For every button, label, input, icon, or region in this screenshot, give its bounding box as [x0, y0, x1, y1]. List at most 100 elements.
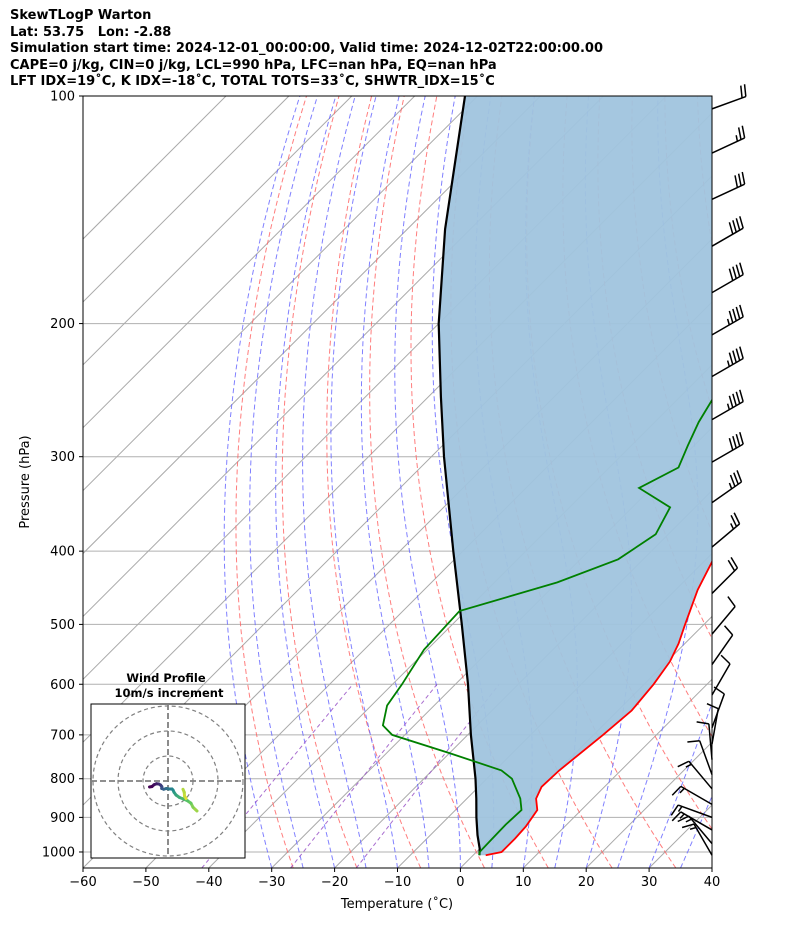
barb-staff: [680, 811, 713, 831]
hodograph-segment: [148, 785, 154, 789]
barb-flag: [720, 654, 731, 665]
barb-staff: [711, 663, 731, 696]
wind-barb: [696, 721, 713, 760]
hodograph-plot: [91, 704, 245, 858]
barb-half-flag: [726, 360, 731, 367]
barb-flag: [736, 470, 743, 483]
barb-flag: [677, 760, 690, 768]
moist-adiabat: [711, 866, 712, 868]
y-tick-label: 100: [50, 90, 75, 105]
hodograph-title: Wind Profile: [126, 671, 206, 685]
barb-flag: [741, 125, 746, 139]
y-axis-label: Pressure (hPa): [18, 435, 33, 528]
wind-barb: [711, 432, 744, 463]
location-line: Lat: 53.75 Lon: -2.88: [10, 24, 172, 40]
barb-staff: [680, 785, 713, 806]
barb-flag: [734, 175, 739, 188]
barb-flag: [733, 512, 741, 525]
wind-barb: [687, 740, 713, 775]
wind-barb: [711, 625, 734, 665]
wind-barb: [711, 171, 746, 201]
y-tick-label: 400: [50, 545, 75, 560]
barb-flag: [723, 625, 734, 636]
cin-shaded-area: [438, 96, 712, 856]
moist-adiabat: [617, 96, 699, 868]
parcel-profile-line: [437, 96, 481, 856]
barb-flag: [730, 514, 738, 527]
barb-half-flag: [679, 813, 685, 819]
moist-adiabat: [394, 96, 461, 868]
barb-staff: [711, 137, 745, 154]
x-tick-label: 30: [641, 875, 658, 890]
wind-barb: [711, 470, 743, 504]
barb-staff: [711, 634, 734, 665]
moist-adiabat: [431, 96, 495, 868]
cape-line: CAPE=0 j/kg, CIN=0 j/kg, LCL=990 hPa, LF…: [10, 57, 497, 73]
wind-barbs-layer: [670, 84, 747, 856]
x-tick-label: 40: [704, 875, 721, 890]
temperature-line: [485, 559, 712, 857]
x-tick-label: 20: [578, 875, 595, 890]
barb-flag: [733, 472, 739, 485]
isotherm-line: [83, 96, 290, 303]
barb-flag: [739, 216, 744, 229]
x-tick-label: −60: [69, 875, 96, 890]
mixing-ratio-line: [290, 683, 438, 868]
barb-staff: [711, 227, 744, 247]
wind-barb: [711, 125, 746, 154]
moist-adiabat: [648, 701, 712, 868]
barb-flag: [735, 434, 741, 447]
y-tick-label: 500: [50, 618, 75, 633]
barb-flag: [729, 474, 736, 487]
axes-layer: −60 −50 −40 −30 −20 −10 0 10 20 30 40 1000 900 800 700…: [42, 90, 720, 891]
y-tick-label: 1000: [42, 845, 75, 860]
y-tick-label: 800: [50, 772, 75, 787]
barb-flag: [671, 785, 682, 796]
barb-flag: [696, 721, 709, 725]
barb-half-flag: [685, 818, 692, 823]
wind-barb: [670, 804, 713, 819]
barb-flag: [741, 171, 746, 185]
barb-flag: [687, 740, 700, 743]
wind-barb: [677, 760, 713, 790]
barb-staff: [711, 606, 736, 635]
barb-half-flag: [679, 787, 685, 794]
barb-flag: [728, 268, 734, 281]
wind-barb: [671, 785, 713, 806]
barb-half-flag: [677, 806, 683, 812]
isotherm-line: [83, 96, 541, 555]
barb-staff: [711, 567, 738, 594]
barb-half-flag: [730, 523, 735, 530]
wind-barb: [711, 216, 744, 247]
barb-flag: [732, 266, 737, 279]
isotherm-line: [83, 96, 353, 366]
barb-staff: [711, 443, 744, 463]
dry-adiabat: [369, 96, 485, 868]
barb-flag: [732, 436, 737, 449]
wind-barb: [711, 304, 744, 336]
moist-adiabat: [360, 96, 430, 868]
x-tick-label: −30: [258, 875, 285, 890]
cin-shading-layer: [438, 96, 712, 856]
barb-flag: [739, 346, 744, 359]
barb-flag: [732, 220, 737, 233]
barb-flag: [727, 559, 736, 572]
x-tick-label: −10: [384, 875, 411, 890]
barb-flag: [735, 348, 741, 361]
dry-adiabat: [763, 96, 794, 868]
barb-flag: [730, 556, 739, 569]
wind-barb: [711, 346, 744, 378]
dry-adiabat: [281, 96, 358, 868]
barb-staff: [711, 523, 741, 548]
wind-barb: [671, 811, 713, 831]
barb-flag: [739, 432, 744, 445]
barb-flag: [728, 352, 734, 365]
barb-half-flag: [726, 318, 731, 326]
wind-barb: [677, 815, 713, 845]
barb-flag: [677, 815, 690, 823]
barb-staff: [711, 316, 744, 336]
isotherm-line: [711, 867, 712, 868]
hodograph-subtitle: 10m/s increment: [115, 686, 224, 700]
profiles-layer: [381, 96, 712, 857]
barb-flag: [737, 127, 742, 140]
